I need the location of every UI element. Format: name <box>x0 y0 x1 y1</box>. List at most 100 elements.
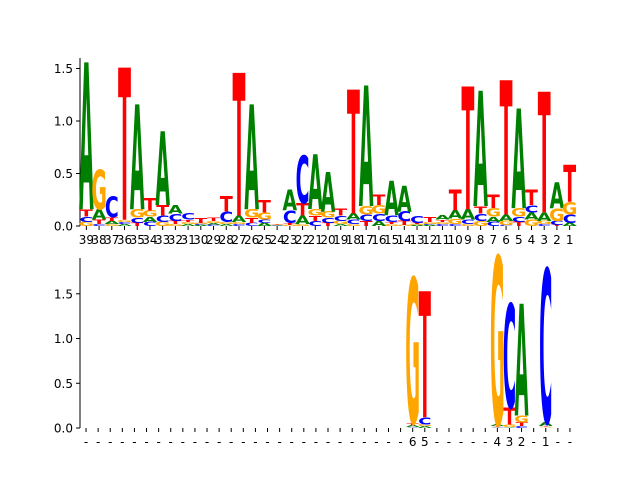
logo-letter-t: T <box>233 34 246 262</box>
logo-letter-a: A <box>537 210 553 224</box>
logo-letter-c: C <box>515 426 528 429</box>
logo-letter-c: C <box>436 223 450 226</box>
logo-letter-g: G <box>417 424 432 427</box>
logo-letter-t: T <box>398 220 412 227</box>
logo-letter-t: T <box>449 183 462 217</box>
logo-letter-g: G <box>155 221 170 228</box>
logo-letter-g: G <box>524 218 539 228</box>
logo-letter-a: A <box>406 425 420 428</box>
logo-letter-g: G <box>180 221 196 224</box>
logo-letter-t: T <box>550 225 564 227</box>
logo-letter-g: G <box>91 158 106 222</box>
logo-letter-t: T <box>334 206 348 218</box>
x-tick-label: - <box>96 435 100 449</box>
logo-letter-c: C <box>503 276 516 442</box>
x-tick-label: 28 <box>219 233 234 247</box>
x-tick-label: 5 <box>421 435 429 449</box>
x-tick-label: - <box>314 435 318 449</box>
x-tick-label: - <box>193 435 197 449</box>
x-tick-label: - <box>398 435 402 449</box>
logo-letter-c: C <box>461 219 475 226</box>
logo-letter-c: C <box>525 203 539 215</box>
logo-letter-g: G <box>422 221 438 224</box>
logo-letter-a: A <box>461 206 476 223</box>
x-tick-label: 1 <box>542 435 550 449</box>
logo-letter-c: C <box>283 208 297 228</box>
x-tick-label: - <box>217 435 221 449</box>
x-tick-label: - <box>362 435 366 449</box>
logo-letter-g: G <box>536 220 552 225</box>
logo-letter-g: G <box>257 210 272 222</box>
logo-letter-a: A <box>92 206 107 223</box>
logo-letter-g: G <box>193 223 208 225</box>
logo-letter-t: T <box>296 200 310 220</box>
logo-letter-c: C <box>512 216 526 224</box>
logo-letter-t: T <box>500 44 513 258</box>
logo-letter-g: G <box>502 424 517 428</box>
x-tick-label: 13 <box>409 233 424 247</box>
logo-letter-a: A <box>104 220 119 225</box>
logo-letter-c: C <box>347 219 361 226</box>
x-tick-label: - <box>169 435 173 449</box>
logo-letter-a: A <box>397 177 412 220</box>
x-tick-label: 9 <box>464 233 472 247</box>
logo-letter-a: A <box>359 53 374 245</box>
logo-letter-a: A <box>503 427 517 428</box>
logo-letter-g: G <box>168 223 184 226</box>
logo-letter-g: G <box>549 205 564 225</box>
logo-letter-g: G <box>333 220 349 225</box>
logo-letter-c: C <box>232 223 246 226</box>
logo-letter-c: C <box>550 220 564 227</box>
logo-letter-t: T <box>407 422 419 426</box>
x-tick-label: 26 <box>244 233 259 247</box>
x-tick-label: - <box>386 435 390 449</box>
logo-letter-t: T <box>105 217 119 222</box>
logo-letter-t: T <box>419 257 431 458</box>
logo-letter-g: G <box>473 220 488 228</box>
y-tick-label: 0.0 <box>54 220 73 234</box>
logo-letter-c: C <box>321 217 335 225</box>
x-tick-label: 29 <box>206 233 221 247</box>
logo-letter-a: A <box>181 223 196 226</box>
x-tick-label: - <box>302 435 306 449</box>
x-tick-label: 2 <box>518 435 526 449</box>
logo-letter-a: A <box>422 225 438 227</box>
logo-letter-c: C <box>418 416 431 427</box>
logo-letter-t: T <box>207 217 221 222</box>
logo-letter-c: C <box>207 225 221 227</box>
logo-letter-c: C <box>130 217 144 225</box>
logo-letter-t: T <box>512 221 526 228</box>
x-tick-label: - <box>108 435 112 449</box>
logo-letter-c: C <box>486 221 500 228</box>
logo-letter-c: C <box>194 224 208 226</box>
x-tick-label: - <box>568 435 572 449</box>
logo-letter-g: G <box>117 219 133 222</box>
x-tick-label: - <box>350 435 354 449</box>
logo-letter-t: T <box>563 156 576 214</box>
logo-letter-t: T <box>372 191 385 208</box>
logo-letter-g: G <box>79 221 94 228</box>
logo-letter-c: C <box>539 228 552 473</box>
x-tick-label: 15 <box>384 233 399 247</box>
logo-letter-t: T <box>271 224 285 225</box>
x-tick-label: 18 <box>346 233 361 247</box>
logo-letter-g: G <box>231 221 247 224</box>
logo-letter-t: T <box>80 207 94 219</box>
x-tick-label: 20 <box>320 233 335 247</box>
logo-letter-a: A <box>418 426 432 429</box>
logo-letter-t: T <box>93 219 107 226</box>
logo-letter-g: G <box>435 221 451 224</box>
x-tick-label: 27 <box>231 233 246 247</box>
logo-letter-c: C <box>118 221 132 224</box>
x-tick-label: 1 <box>566 233 574 247</box>
logo-letter-t: T <box>118 27 131 269</box>
logo-letter-a: A <box>155 113 170 230</box>
bottom-logo-panel: 0.00.51.01.5- - - - - - - - - - - - - - - - - - - - - - - - - - -C… <box>54 210 572 479</box>
logo-letter-c: C <box>296 145 310 220</box>
logo-letter-g: G <box>490 210 505 479</box>
logo-letter-c: C <box>491 427 504 428</box>
logo-letter-a: A <box>79 22 94 257</box>
logo-letter-a: A <box>143 216 158 224</box>
logo-letter-a: A <box>448 208 464 222</box>
